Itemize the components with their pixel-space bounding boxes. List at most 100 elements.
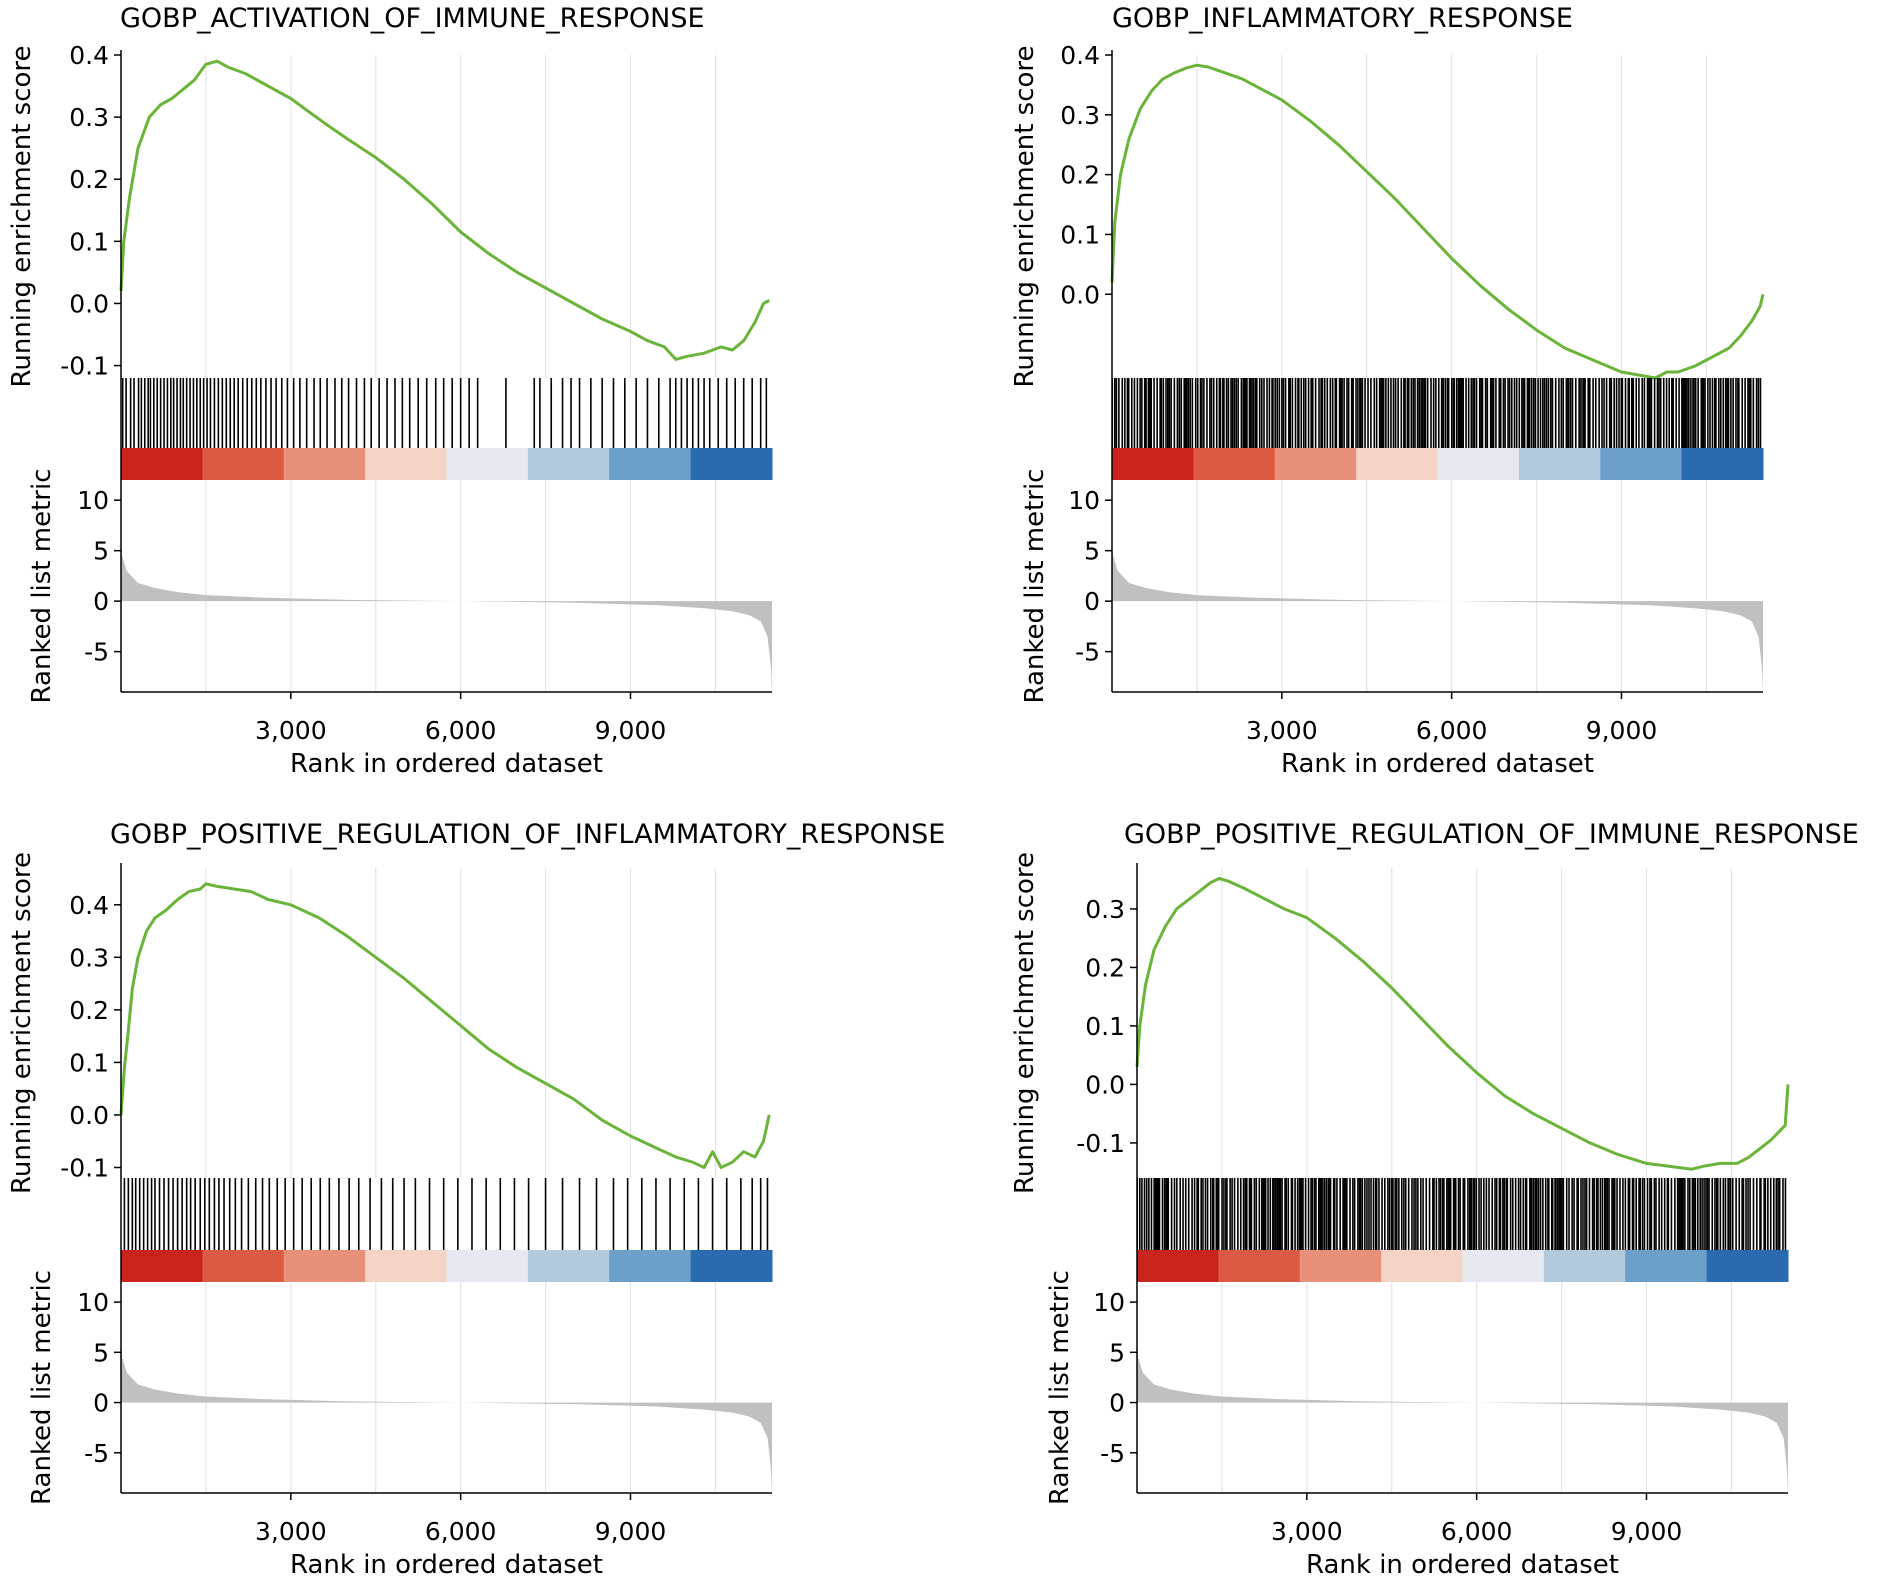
heat-segment [527, 1250, 610, 1282]
ranked-metric-area [1112, 540, 1763, 692]
x-axis-label: Rank in ordered dataset [1281, 749, 1594, 779]
running-es-line [1135, 877, 1790, 1171]
es-ytick-label: 0.2 [69, 165, 109, 194]
rank-heat-strip [1137, 1250, 1789, 1282]
heat-segment [1112, 448, 1194, 480]
heat-segment [1218, 1250, 1301, 1282]
metric-y-axis-label: Ranked list metric [1045, 1270, 1075, 1505]
es-y-axis-label: Running enrichment score [1010, 852, 1040, 1194]
es-ytick-label: -0.1 [60, 1153, 109, 1182]
heat-segment [609, 1250, 692, 1282]
heat-segment [527, 448, 610, 480]
gsea-panel-1: GOBP_ACTIVATION_OF_IMMUNE_RESPONSE -0.1 0.… [7, 3, 773, 779]
es-ytick-label: 0.3 [69, 103, 109, 132]
x-tick-label: 9,000 [1611, 1517, 1683, 1546]
x-tick-label: 6,000 [425, 716, 497, 745]
es-ytick-label: 0.3 [1085, 895, 1125, 924]
gsea-panel-3: GOBP_POSITIVE_REGULATION_OF_INFLAMMATORY… [7, 819, 945, 1580]
es-ytick-label: 0.3 [1060, 101, 1100, 130]
panel-title: GOBP_POSITIVE_REGULATION_OF_IMMUNE_RESPO… [1124, 819, 1859, 850]
gsea-panel-4: GOBP_POSITIVE_REGULATION_OF_IMMUNE_RESPO… [1010, 819, 1859, 1580]
es-ytick-label: 0.0 [69, 1101, 109, 1130]
gsea-panel-2: GOBP_INFLAMMATORY_RESPONSE 0.0 0.1 0.2 0.3 0.… [1010, 3, 1765, 779]
heat-segment [202, 1250, 285, 1282]
heat-segment [609, 448, 692, 480]
ranked-metric-area [121, 1342, 772, 1493]
metric-ytick-label: 0 [93, 1389, 109, 1418]
x-tick-label: 9,000 [595, 716, 667, 745]
running-es-line [119, 59, 770, 361]
es-ytick-label: 0.0 [1060, 280, 1100, 309]
heat-segment [1381, 1250, 1463, 1282]
es-ytick-label: 0.2 [1060, 161, 1100, 190]
hit-barcode [1111, 378, 1762, 448]
metric-y-axis-label: Ranked list metric [27, 1270, 57, 1505]
ranked-metric-area [121, 540, 772, 692]
es-y-axis-label: Running enrichment score [7, 852, 37, 1194]
x-axis-label: Rank in ordered dataset [290, 1550, 603, 1580]
metric-ytick-label: 10 [77, 486, 109, 515]
heat-segment [1543, 1250, 1626, 1282]
es-ytick-label: 0.1 [69, 1048, 109, 1077]
heat-segment [1625, 1250, 1708, 1282]
metric-ytick-label: 10 [1093, 1288, 1125, 1317]
hit-barcode [121, 378, 768, 448]
heat-segment [1356, 448, 1438, 480]
heat-segment [121, 1250, 203, 1282]
x-axis-label: Rank in ordered dataset [1306, 1550, 1619, 1580]
heat-segment [1299, 1250, 1382, 1282]
rank-heat-strip [121, 448, 773, 480]
x-tick-label: 6,000 [1416, 716, 1488, 745]
es-ytick-label: 0.2 [1085, 953, 1125, 982]
es-ytick-label: 0.1 [1060, 220, 1100, 249]
x-tick-label: 3,000 [255, 716, 327, 745]
x-tick-label: 3,000 [255, 1517, 327, 1546]
rank-heat-strip [1112, 448, 1764, 480]
es-ytick-label: 0.3 [69, 943, 109, 972]
metric-ytick-label: 5 [93, 537, 109, 566]
heat-segment [121, 448, 203, 480]
metric-ytick-label: -5 [1100, 1439, 1125, 1468]
heat-segment [1437, 448, 1520, 480]
heat-segment [446, 448, 529, 480]
panel-title: GOBP_POSITIVE_REGULATION_OF_INFLAMMATORY… [110, 819, 945, 850]
heat-segment [1706, 1250, 1789, 1282]
x-tick-label: 9,000 [595, 1517, 667, 1546]
heat-segment [1681, 448, 1764, 480]
heat-segment [283, 448, 366, 480]
metric-ytick-label: 0 [93, 587, 109, 616]
metric-ytick-label: -5 [1075, 638, 1100, 667]
metric-ytick-label: -5 [84, 638, 109, 667]
x-tick-label: 3,000 [1271, 1517, 1343, 1546]
ranked-metric-area [1137, 1342, 1788, 1493]
heat-segment [1274, 448, 1357, 480]
heat-segment [202, 448, 285, 480]
x-tick-label: 3,000 [1246, 716, 1318, 745]
metric-ytick-label: -5 [84, 1439, 109, 1468]
rank-heat-strip [121, 1250, 773, 1282]
panel-title: GOBP_INFLAMMATORY_RESPONSE [1112, 3, 1573, 34]
metric-ytick-label: 10 [77, 1288, 109, 1317]
heat-segment [1518, 448, 1601, 480]
es-ytick-label: -0.1 [1076, 1129, 1125, 1158]
x-tick-label: 9,000 [1586, 716, 1658, 745]
metric-ytick-label: 5 [1109, 1338, 1125, 1367]
panel-title: GOBP_ACTIVATION_OF_IMMUNE_RESPONSE [120, 3, 705, 34]
es-ytick-label: 0.4 [1060, 41, 1100, 70]
es-ytick-label: 0.1 [69, 227, 109, 256]
hit-barcode [1136, 1178, 1787, 1250]
x-tick-label: 6,000 [425, 1517, 497, 1546]
es-y-axis-label: Running enrichment score [1010, 45, 1040, 387]
heat-segment [446, 1250, 529, 1282]
es-ytick-label: 0.4 [69, 41, 109, 70]
es-ytick-label: 0.0 [69, 289, 109, 318]
heat-segment [1600, 448, 1683, 480]
hit-barcode [123, 1178, 769, 1250]
es-ytick-label: 0.2 [69, 996, 109, 1025]
es-ytick-label: 0.0 [1085, 1070, 1125, 1099]
running-es-line [1110, 63, 1765, 380]
metric-ytick-label: 0 [1109, 1389, 1125, 1418]
heat-segment [1137, 1250, 1219, 1282]
es-ytick-label: 0.4 [69, 891, 109, 920]
